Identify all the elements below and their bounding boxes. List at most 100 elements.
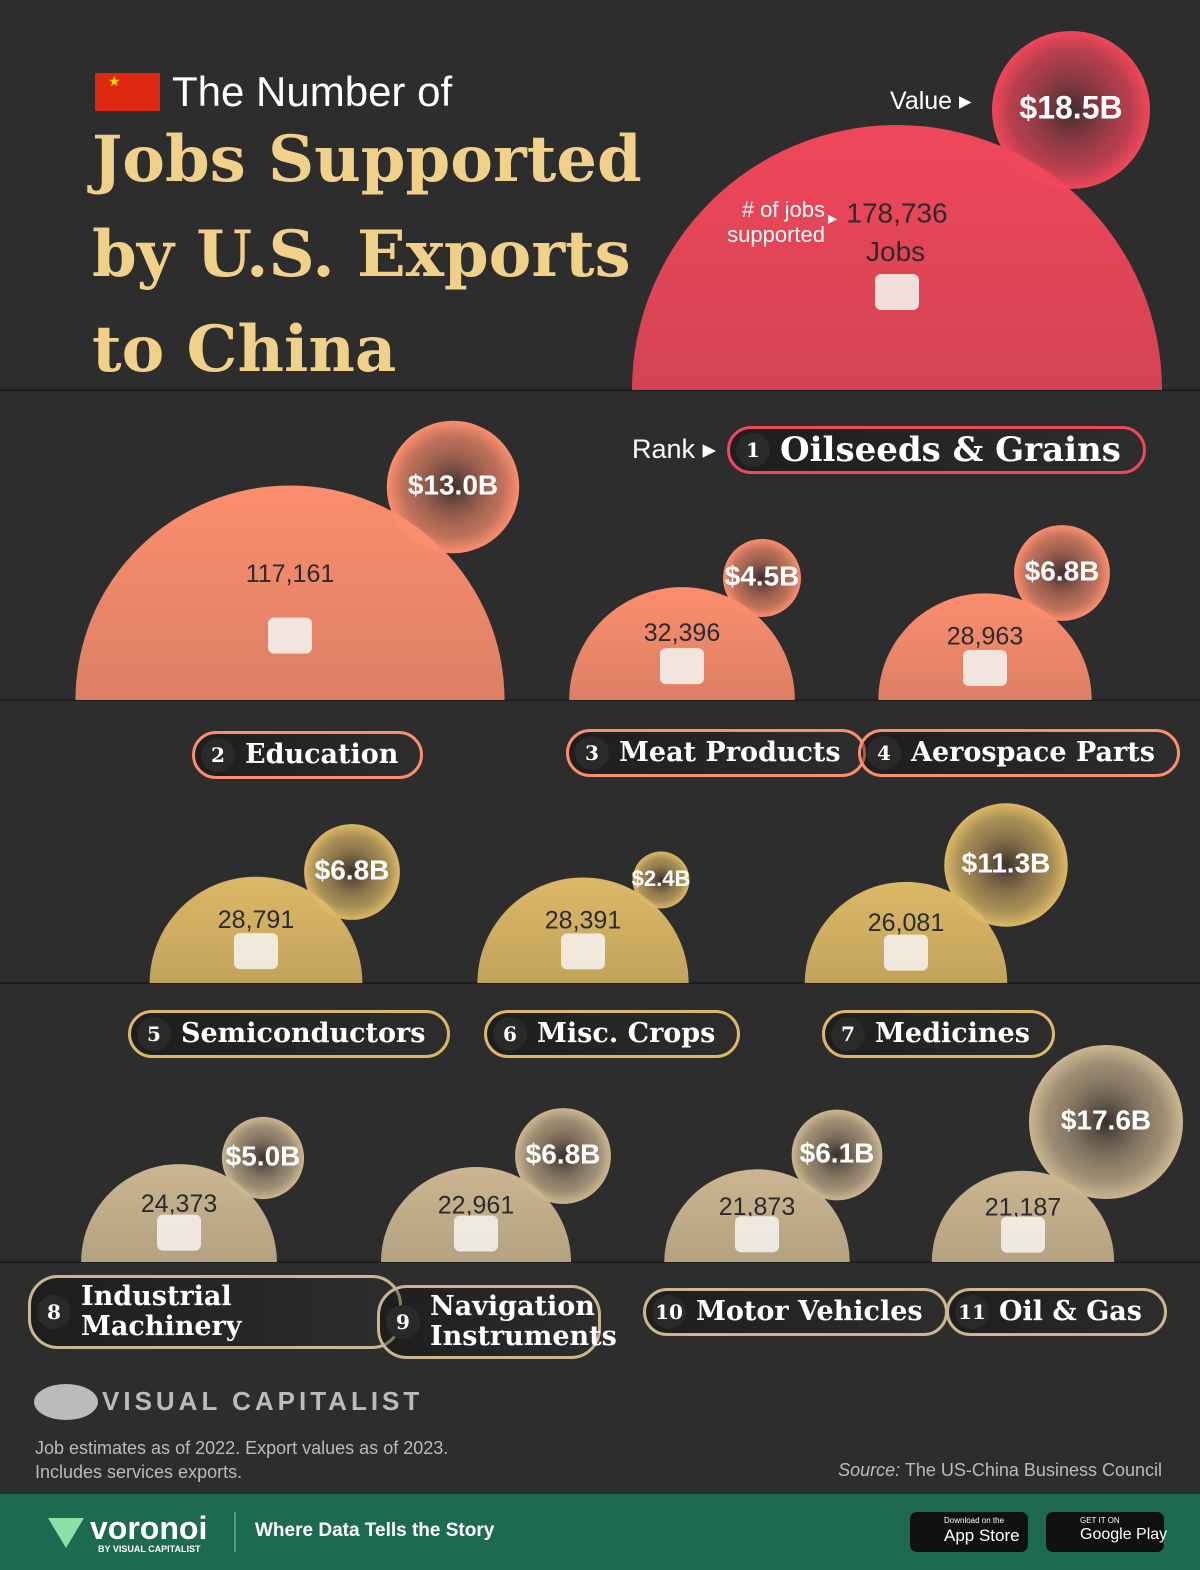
category-pill: 4 Aerospace Parts: [858, 729, 1180, 777]
googleplay-text: Google Play: [1080, 1526, 1168, 1543]
semicircle: [149, 876, 363, 983]
category-pill: 9 Navigation Instruments: [377, 1285, 617, 1359]
source-label: Source:: [838, 1460, 901, 1480]
semicircle: [81, 1164, 277, 1262]
value-bubble: [723, 539, 801, 617]
category-label: Medicines: [875, 1018, 1030, 1049]
source-text: The US-China Business Council: [904, 1460, 1162, 1480]
rank-badge: 5: [137, 1017, 171, 1051]
legend-jobs: # of jobs supported: [727, 197, 825, 247]
voronoi: voronoi: [90, 1510, 208, 1546]
jobs-label: 21,873: [719, 1193, 795, 1221]
legend-value-text: Value: [890, 87, 953, 115]
voronoi-logo: [48, 1518, 84, 1548]
icon: [875, 273, 919, 310]
jobs-unit: Jobs: [866, 236, 926, 267]
rank-badge: 4: [867, 736, 901, 770]
category-label: Oil & Gas: [999, 1296, 1142, 1327]
category-label: Navigation Instruments: [430, 1291, 617, 1352]
category-label: Semiconductors: [181, 1018, 426, 1049]
category-label: Oilseeds & Grains: [780, 430, 1121, 470]
value-label: $6.8B: [526, 1138, 601, 1169]
category-pill: 3 Meat Products: [566, 729, 866, 777]
jobs-label: 26,081: [868, 909, 944, 937]
jobs-label: 28,791: [218, 906, 294, 934]
value-bubble: [221, 1116, 305, 1200]
value-label: $11.3B: [962, 847, 1051, 878]
icon: [454, 1215, 498, 1252]
icon: [660, 648, 704, 685]
semicircle: [75, 485, 505, 700]
icon: [561, 933, 605, 970]
value-bubble: [944, 803, 1068, 927]
value-bubble: [304, 824, 400, 920]
rank-badge: 6: [493, 1017, 527, 1051]
value-label: $17.6B: [1061, 1104, 1151, 1135]
semicircle: [381, 1167, 571, 1262]
category-label: Motor Vehicles: [696, 1296, 923, 1327]
semicircle: [931, 1170, 1115, 1262]
category-pill: 5 Semiconductors: [128, 1010, 451, 1058]
value-label: $18.5B: [1019, 89, 1122, 125]
category-label: Aerospace Parts: [911, 737, 1155, 768]
voronoi-sub: BY VISUAL CAPITALIST: [98, 1544, 201, 1554]
title-prefix: The Number of: [172, 68, 453, 115]
category-label: Education: [245, 739, 399, 770]
appstore-small: Download on the: [944, 1516, 1005, 1525]
flag-star: ★: [108, 73, 121, 89]
legend-rank: Rank ▸: [632, 434, 717, 464]
semicircle: [569, 587, 795, 700]
semicircle: [632, 125, 1162, 390]
category-pill: 7 Medicines: [822, 1010, 1055, 1058]
value-bubble: [1028, 1044, 1184, 1200]
value-label: $6.8B: [315, 854, 390, 885]
category-label: Industrial Machinery: [81, 1281, 242, 1342]
legend-value: Value ▸: [890, 87, 972, 115]
rank-badge: 2: [201, 738, 235, 772]
semicircle: [664, 1169, 850, 1262]
category-pill: 2 Education: [192, 731, 424, 779]
icon: [157, 1214, 201, 1251]
icon: [963, 649, 1007, 686]
jobs-label: 28,963: [947, 623, 1023, 651]
jobs-label: 117,161: [246, 560, 335, 588]
value-bubble: [632, 851, 690, 909]
value-label: $4.5B: [725, 560, 800, 591]
appstore-text: App Store: [944, 1526, 1020, 1545]
value-label: $6.1B: [800, 1137, 875, 1168]
legend-rank-text: Rank: [632, 434, 696, 464]
jobs-label: 178,736: [846, 197, 947, 228]
category-pill: 6 Misc. Crops: [484, 1010, 741, 1058]
rank-badge: 3: [575, 736, 609, 770]
semicircle: [804, 881, 1008, 983]
icon: [735, 1216, 779, 1253]
rank-badge: 8: [37, 1295, 71, 1329]
category-pill: 8 Industrial Machinery: [28, 1275, 402, 1349]
semicircle: [878, 593, 1092, 700]
value-bubble: [1014, 525, 1110, 621]
tagline: Where Data Tells the Story: [255, 1520, 495, 1541]
semicircle: [477, 877, 689, 983]
value-label: $13.0B: [408, 469, 498, 500]
value-bubble: [515, 1108, 611, 1204]
value-bubble: [992, 31, 1150, 189]
category-pill: 10 Motor Vehicles: [643, 1288, 948, 1336]
googleplay-small: GET IT ON: [1080, 1516, 1120, 1525]
rank-badge: 7: [831, 1017, 865, 1051]
chart-title: Jobs Supported by U.S. Exports to China: [92, 122, 642, 387]
icon: [1001, 1216, 1045, 1253]
rank-badge: 9: [386, 1305, 420, 1339]
value-bubble: [791, 1109, 883, 1201]
category-pill: 11 Oil & Gas: [946, 1288, 1167, 1336]
jobs-label: 32,396: [644, 619, 720, 647]
jobs-label: 22,961: [438, 1192, 514, 1220]
category-label: Misc. Crops: [537, 1018, 716, 1049]
vc-logo: [34, 1384, 98, 1420]
value-bubble: [386, 420, 520, 554]
note: Job estimates as of 2022. Export values …: [35, 1438, 449, 1482]
icon: [234, 933, 278, 970]
source: Source: The US-China Business Council: [838, 1460, 1162, 1481]
rank-badge: 10: [652, 1295, 686, 1329]
